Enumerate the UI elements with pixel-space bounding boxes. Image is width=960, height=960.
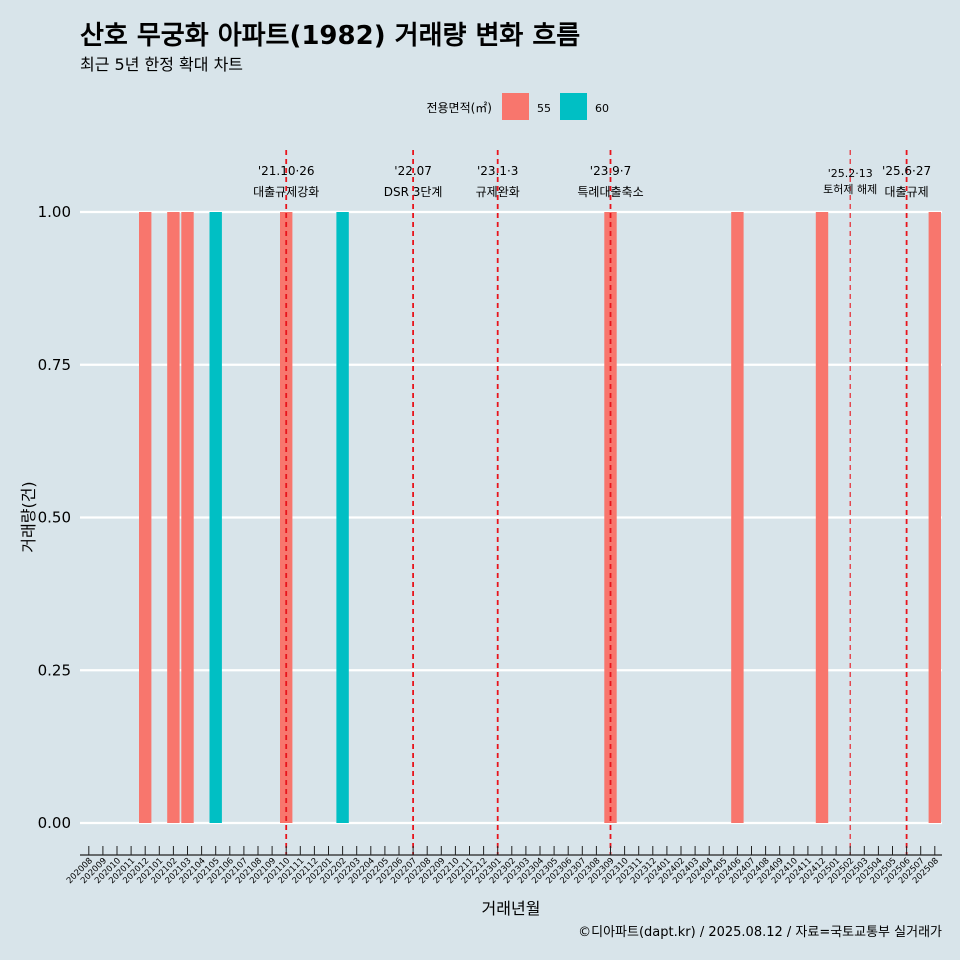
legend-swatch-60 [560, 93, 587, 120]
y-tick-label: 0.25 [38, 661, 71, 679]
event-label-202207: DSR 3단계 [384, 185, 443, 199]
legend-title: 전용면적(㎡) [426, 101, 492, 115]
bar-55-202309 [604, 212, 617, 823]
event-date-202506: '25.6·27 [882, 164, 931, 178]
y-tick-label: 0.00 [38, 814, 71, 832]
bar-55-202412 [815, 212, 829, 823]
legend-label-55: 55 [537, 102, 551, 115]
event-label-202110: 대출규제강화 [253, 185, 319, 199]
y-tick-label: 0.50 [38, 509, 71, 527]
event-date-202502: '25.2·13 [828, 167, 873, 180]
event-label-202506: 대출규제 [885, 185, 929, 199]
caption: ©디아파트(dapt.kr) / 2025.08.12 / 자료=국토교통부 실… [578, 925, 942, 940]
event-date-202309: '23.9·7 [590, 164, 631, 178]
y-axis-title: 거래량(건) [19, 481, 38, 552]
legend-label-60: 60 [595, 102, 609, 115]
event-label-202309: 특례대출축소 [577, 185, 643, 199]
bar-55-202508 [928, 212, 941, 823]
legend-swatch-55 [502, 93, 529, 120]
bar-60-202105 [209, 212, 222, 823]
bar-55-202110 [280, 212, 293, 823]
bar-55-202406 [731, 212, 744, 823]
x-axis-title: 거래년월 [482, 899, 541, 918]
event-date-202301: '23.1·3 [477, 164, 518, 178]
chart-subtitle: 최근 5년 한정 확대 차트 [80, 55, 243, 74]
event-date-202207: '22.07 [394, 164, 432, 178]
bar-60-202202 [336, 212, 349, 823]
chart-title: 산호 무궁화 아파트(1982) 거래량 변화 흐름 [80, 21, 580, 51]
y-tick-label: 1.00 [38, 203, 71, 221]
y-tick-label: 0.75 [38, 356, 71, 374]
bar-55-202012 [139, 212, 152, 823]
bar-55-202103 [181, 212, 194, 823]
event-label-202502: 토허제 해제 [823, 182, 877, 196]
event-date-202110: '21.10·26 [258, 164, 315, 178]
event-label-202301: 규제완화 [476, 185, 520, 199]
bar-55-202102 [167, 212, 180, 823]
